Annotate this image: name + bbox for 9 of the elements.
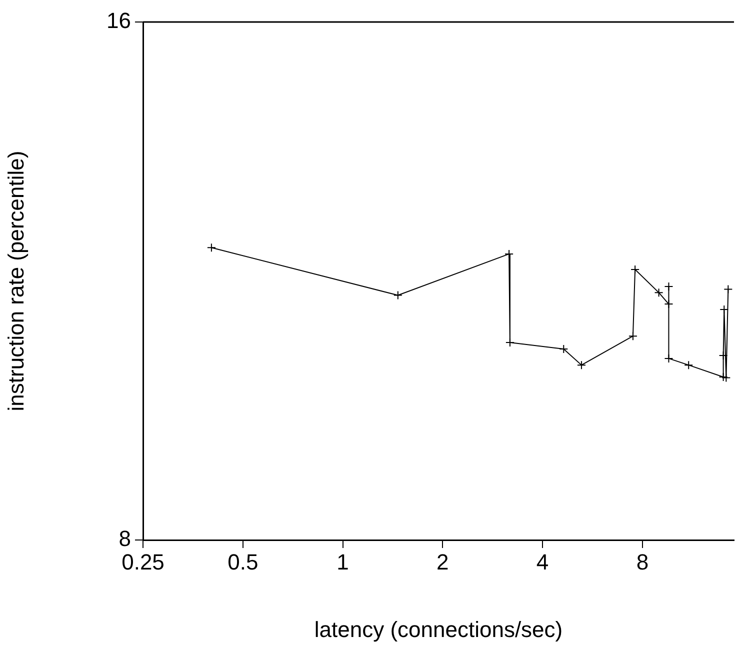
x-tick-label: 0.5 [228,549,258,574]
x-axis-title: latency (connections/sec) [314,616,563,642]
x-tick-label: 4 [536,549,549,574]
x-tick-label: 0.25 [122,549,164,574]
x-tick-label: 2 [436,549,449,574]
y-tick-label: 16 [106,8,131,34]
x-tick-label: 1 [336,549,349,574]
y-axis-title: instruction rate (percentile) [3,150,28,412]
x-tick-label: 8 [636,549,649,574]
